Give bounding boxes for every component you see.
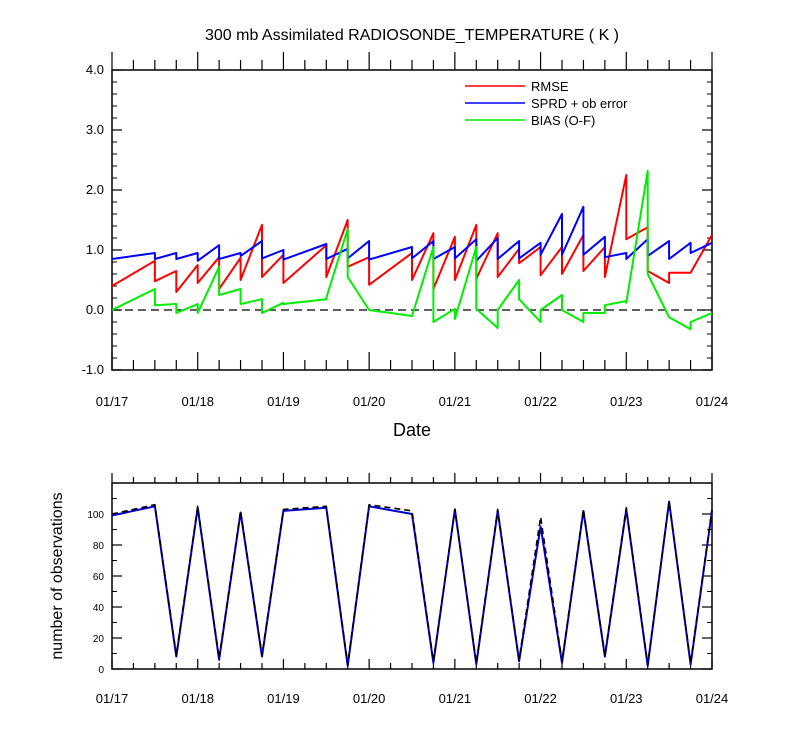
x-tick-label: 01/17 [96, 691, 129, 706]
x-tick-label: 01/22 [524, 394, 557, 409]
series-sprd-ob-error-line [112, 207, 712, 261]
x-tick-label: 01/17 [96, 394, 129, 409]
legend-rmse-label: RMSE [531, 79, 569, 94]
x-tick-label: 01/18 [181, 691, 214, 706]
x-tick-label: 01/19 [267, 691, 300, 706]
top-x-axis: 01/17 01/18 01/19 01/20 01/21 01/22 01/23 01/24 [96, 52, 729, 409]
y-tick-label: 100 [87, 510, 104, 521]
legend-sprd-label: SPRD + ob error [531, 96, 628, 111]
series-possible-line [112, 502, 712, 665]
x-tick-label: 01/22 [524, 691, 557, 706]
x-tick-label: 01/21 [439, 691, 472, 706]
top-panel: -1.0 0.0 1.0 2.0 3.0 4.0 01/17 01/18 01/19 01/20… [82, 52, 729, 440]
chart-canvas: 300 mb Assimilated RADIOSONDE_TEMPERATUR… [0, 0, 800, 750]
x-tick-label: 01/24 [696, 691, 729, 706]
bottom-plot-frame [112, 483, 712, 669]
x-tick-label: 01/21 [439, 394, 472, 409]
x-tick-label: 01/23 [610, 394, 643, 409]
x-tick-label: 01/20 [353, 394, 386, 409]
legend: RMSE SPRD + ob error BIAS (O-F) [465, 79, 628, 128]
y-tick-label: -1.0 [82, 362, 104, 377]
bottom-x-axis: 01/17 01/18 01/19 01/20 01/21 01/22 01/23 01/24 [96, 473, 729, 706]
x-tick-label: 01/19 [267, 394, 300, 409]
series-assimilated-line [112, 502, 712, 666]
x-tick-label: 01/23 [610, 691, 643, 706]
series-rmse-line [112, 175, 712, 292]
legend-bias-label: BIAS (O-F) [531, 113, 595, 128]
chart-title: 300 mb Assimilated RADIOSONDE_TEMPERATUR… [205, 27, 619, 44]
y-tick-label: 1.0 [86, 242, 104, 257]
top-x-axis-label: Date [393, 420, 431, 440]
top-series-group [112, 171, 712, 329]
y-tick-label: 0.0 [86, 302, 104, 317]
x-tick-label: 01/20 [353, 691, 386, 706]
y-tick-label: 20 [93, 634, 105, 645]
y-tick-label: 0 [98, 665, 104, 676]
y-tick-label: 3.0 [86, 122, 104, 137]
bottom-y-axis-label: number of observations [49, 492, 66, 659]
x-tick-label: 01/24 [696, 394, 729, 409]
y-tick-label: 4.0 [86, 62, 104, 77]
y-tick-label: 40 [93, 603, 105, 614]
top-plot-frame [112, 70, 712, 370]
y-tick-label: 2.0 [86, 182, 104, 197]
y-tick-label: 80 [93, 541, 105, 552]
y-tick-label: 60 [93, 572, 105, 583]
bottom-series-group [112, 502, 712, 666]
x-tick-label: 01/18 [181, 394, 214, 409]
bottom-panel: 020406080100 01/1701/1801/1901/2001/2101… [49, 473, 728, 706]
